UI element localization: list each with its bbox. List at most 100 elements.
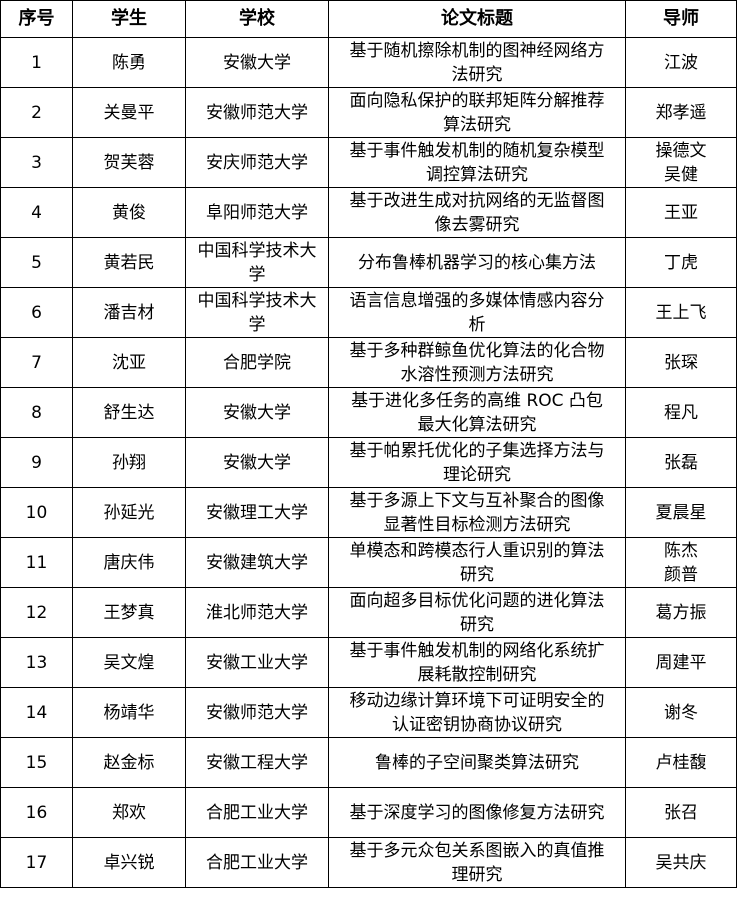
table-cell: 安庆师范大学 bbox=[185, 137, 329, 188]
table-cell: 移动边缘计算环境下可证明安全的认证密钥协商协议研究 bbox=[328, 687, 626, 738]
table-cell: 4 bbox=[0, 187, 73, 238]
table-cell: 孙延光 bbox=[72, 487, 186, 538]
header-cell: 导师 bbox=[625, 0, 737, 38]
table-cell: 2 bbox=[0, 87, 73, 138]
table-cell: 9 bbox=[0, 437, 73, 488]
table-cell: 7 bbox=[0, 337, 73, 388]
table-cell: 谢冬 bbox=[625, 687, 737, 738]
table-cell: 中国科学技术大学 bbox=[185, 287, 329, 338]
table-row: 6 潘吉材 中国科学技术大学 语言信息增强的多媒体情感内容分析 王上飞 bbox=[0, 287, 737, 338]
header-row: 序号 学生 学校 论文标题 导师 bbox=[0, 0, 737, 38]
table-cell: 基于事件触发机制的网络化系统扩展耗散控制研究 bbox=[328, 637, 626, 688]
table-row: 7 沈亚 合肥学院 基于多种群鲸鱼优化算法的化合物水溶性预测方法研究 张琛 bbox=[0, 337, 737, 388]
table-cell: 基于多元众包关系图嵌入的真值推理研究 bbox=[328, 837, 626, 888]
table-cell: 王亚 bbox=[625, 187, 737, 238]
table-cell: 阜阳师范大学 bbox=[185, 187, 329, 238]
table-cell: 安徽大学 bbox=[185, 387, 329, 438]
header-cell: 序号 bbox=[0, 0, 73, 38]
table-cell: 安徽工业大学 bbox=[185, 637, 329, 688]
table-cell: 15 bbox=[0, 737, 73, 788]
table-row: 2 关曼平 安徽师范大学 面向隐私保护的联邦矩阵分解推荐算法研究 郑孝遥 bbox=[0, 87, 737, 138]
table-row: 8 舒生达 安徽大学 基于进化多任务的高维 ROC 凸包最大化算法研究 程凡 bbox=[0, 387, 737, 438]
table-cell: 陈勇 bbox=[72, 37, 186, 88]
table-cell: 贺芙蓉 bbox=[72, 137, 186, 188]
table-cell: 12 bbox=[0, 587, 73, 638]
table-cell: 6 bbox=[0, 287, 73, 338]
table-cell: 11 bbox=[0, 537, 73, 588]
table-row: 3 贺芙蓉 安庆师范大学 基于事件触发机制的随机复杂模型调控算法研究 操德文 吴健 bbox=[0, 137, 737, 188]
table-cell: 安徽工程大学 bbox=[185, 737, 329, 788]
table-cell: 合肥工业大学 bbox=[185, 787, 329, 838]
table-cell: 潘吉材 bbox=[72, 287, 186, 338]
table-cell: 张琛 bbox=[625, 337, 737, 388]
table-row: 5 黄若民 中国科学技术大学 分布鲁棒机器学习的核心集方法 丁虎 bbox=[0, 237, 737, 288]
table-cell: 语言信息增强的多媒体情感内容分析 bbox=[328, 287, 626, 338]
table-cell: 孙翔 bbox=[72, 437, 186, 488]
table-cell: 基于多源上下文与互补聚合的图像显著性目标检测方法研究 bbox=[328, 487, 626, 538]
table-cell: 夏晨星 bbox=[625, 487, 737, 538]
table-cell: 吴共庆 bbox=[625, 837, 737, 888]
table-cell: 14 bbox=[0, 687, 73, 738]
table-row: 12 王梦真 淮北师范大学 面向超多目标优化问题的进化算法研究 葛方振 bbox=[0, 587, 737, 638]
table-cell: 淮北师范大学 bbox=[185, 587, 329, 638]
table-row: 15 赵金标 安徽工程大学 鲁棒的子空间聚类算法研究 卢桂馥 bbox=[0, 737, 737, 788]
table-cell: 关曼平 bbox=[72, 87, 186, 138]
table-cell: 安徽大学 bbox=[185, 437, 329, 488]
table-cell: 吴文煌 bbox=[72, 637, 186, 688]
table-row: 4 黄俊 阜阳师范大学 基于改进生成对抗网络的无监督图像去雾研究 王亚 bbox=[0, 187, 737, 238]
table-cell: 郑欢 bbox=[72, 787, 186, 838]
table-cell: 合肥学院 bbox=[185, 337, 329, 388]
table-cell: 黄若民 bbox=[72, 237, 186, 288]
table-cell: 安徽大学 bbox=[185, 37, 329, 88]
table-cell: 中国科学技术大学 bbox=[185, 237, 329, 288]
table-cell: 安徽理工大学 bbox=[185, 487, 329, 538]
table-cell: 丁虎 bbox=[625, 237, 737, 288]
table-cell: 卢桂馥 bbox=[625, 737, 737, 788]
table-cell: 17 bbox=[0, 837, 73, 888]
table-cell: 陈杰 颜普 bbox=[625, 537, 737, 588]
table-cell: 王梦真 bbox=[72, 587, 186, 638]
table-cell: 单模态和跨模态行人重识别的算法研究 bbox=[328, 537, 626, 588]
table-cell: 合肥工业大学 bbox=[185, 837, 329, 888]
table-cell: 操德文 吴健 bbox=[625, 137, 737, 188]
table-row: 9 孙翔 安徽大学 基于帕累托优化的子集选择方法与理论研究 张磊 bbox=[0, 437, 737, 488]
table-cell: 卓兴锐 bbox=[72, 837, 186, 888]
table-cell: 安徽师范大学 bbox=[185, 87, 329, 138]
table-cell: 张磊 bbox=[625, 437, 737, 488]
table-cell: 葛方振 bbox=[625, 587, 737, 638]
table-row: 10 孙延光 安徽理工大学 基于多源上下文与互补聚合的图像显著性目标检测方法研究 夏晨星 bbox=[0, 487, 737, 538]
table-row: 17 卓兴锐 合肥工业大学 基于多元众包关系图嵌入的真值推理研究 吴共庆 bbox=[0, 837, 737, 888]
header-cell: 论文标题 bbox=[328, 0, 626, 38]
table-cell: 赵金标 bbox=[72, 737, 186, 788]
table-cell: 基于多种群鲸鱼优化算法的化合物水溶性预测方法研究 bbox=[328, 337, 626, 388]
table-cell: 16 bbox=[0, 787, 73, 838]
table-cell: 鲁棒的子空间聚类算法研究 bbox=[328, 737, 626, 788]
table-cell: 基于事件触发机制的随机复杂模型调控算法研究 bbox=[328, 137, 626, 188]
table-cell: 舒生达 bbox=[72, 387, 186, 438]
header-cell: 学生 bbox=[72, 0, 186, 38]
table-cell: 基于帕累托优化的子集选择方法与理论研究 bbox=[328, 437, 626, 488]
table-cell: 沈亚 bbox=[72, 337, 186, 388]
header-cell: 学校 bbox=[185, 0, 329, 38]
table-cell: 杨靖华 bbox=[72, 687, 186, 738]
table-row: 1 陈勇 安徽大学 基于随机擦除机制的图神经网络方法研究 江波 bbox=[0, 37, 737, 88]
table-cell: 周建平 bbox=[625, 637, 737, 688]
table-cell: 江波 bbox=[625, 37, 737, 88]
table-cell: 10 bbox=[0, 487, 73, 538]
table-cell: 程凡 bbox=[625, 387, 737, 438]
table-cell: 张召 bbox=[625, 787, 737, 838]
table-row: 14 杨靖华 安徽师范大学 移动边缘计算环境下可证明安全的认证密钥协商协议研究 谢冬 bbox=[0, 687, 737, 738]
table-cell: 基于随机擦除机制的图神经网络方法研究 bbox=[328, 37, 626, 88]
table-cell: 3 bbox=[0, 137, 73, 188]
table-cell: 分布鲁棒机器学习的核心集方法 bbox=[328, 237, 626, 288]
table-row: 11 唐庆伟 安徽建筑大学 单模态和跨模态行人重识别的算法研究 陈杰 颜普 bbox=[0, 537, 737, 588]
table-cell: 基于深度学习的图像修复方法研究 bbox=[328, 787, 626, 838]
table-cell: 面向超多目标优化问题的进化算法研究 bbox=[328, 587, 626, 638]
table-row: 13 吴文煌 安徽工业大学 基于事件触发机制的网络化系统扩展耗散控制研究 周建平 bbox=[0, 637, 737, 688]
table-cell: 郑孝遥 bbox=[625, 87, 737, 138]
table-cell: 面向隐私保护的联邦矩阵分解推荐算法研究 bbox=[328, 87, 626, 138]
table-cell: 基于改进生成对抗网络的无监督图像去雾研究 bbox=[328, 187, 626, 238]
table-cell: 5 bbox=[0, 237, 73, 288]
